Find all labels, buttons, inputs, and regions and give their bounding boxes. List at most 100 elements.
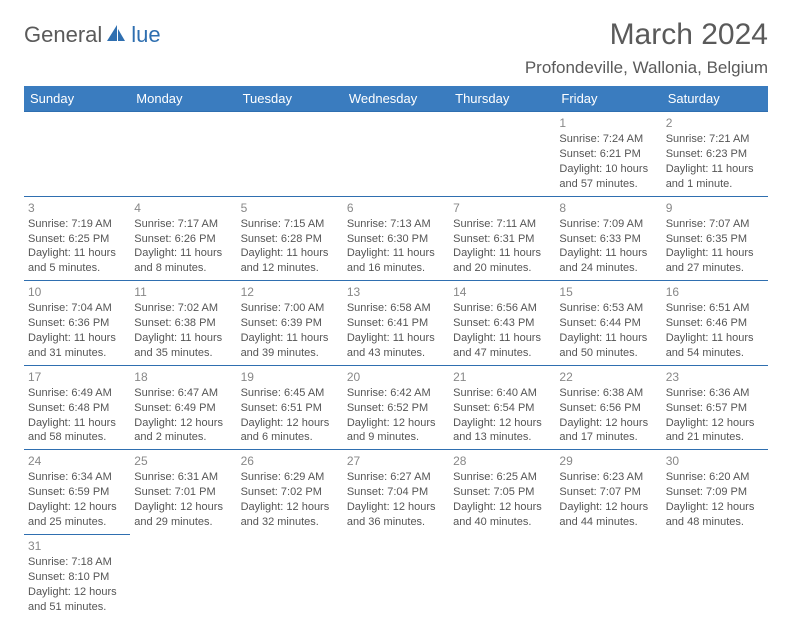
day-info-line: Daylight: 12 hours	[453, 500, 551, 515]
day-info-line: Sunrise: 6:29 AM	[241, 470, 339, 485]
day-info-line: Sunset: 6:25 PM	[28, 232, 126, 247]
day-info-line: Sunrise: 6:27 AM	[347, 470, 445, 485]
day-info-line: Daylight: 12 hours	[241, 500, 339, 515]
day-info-line: and 43 minutes.	[347, 346, 445, 361]
day-info-line: Sunset: 6:44 PM	[559, 316, 657, 331]
day-info-line: Sunset: 7:05 PM	[453, 485, 551, 500]
weekday-header: Thursday	[449, 86, 555, 112]
day-info-line: Sunrise: 7:04 AM	[28, 301, 126, 316]
day-info-line: Sunrise: 6:51 AM	[666, 301, 764, 316]
day-number: 2	[666, 115, 764, 131]
calendar-day-cell: 27Sunrise: 6:27 AMSunset: 7:04 PMDayligh…	[343, 450, 449, 535]
day-info-line: Daylight: 11 hours	[28, 331, 126, 346]
day-info-line: and 39 minutes.	[241, 346, 339, 361]
weekday-header: Friday	[555, 86, 661, 112]
calendar-day-cell: 24Sunrise: 6:34 AMSunset: 6:59 PMDayligh…	[24, 450, 130, 535]
calendar-day-cell: 5Sunrise: 7:15 AMSunset: 6:28 PMDaylight…	[237, 196, 343, 281]
day-info-line: and 21 minutes.	[666, 430, 764, 445]
day-info-line: Daylight: 11 hours	[134, 331, 232, 346]
day-info-line: and 29 minutes.	[134, 515, 232, 530]
day-info-line: Daylight: 10 hours	[559, 162, 657, 177]
calendar-day-cell: 10Sunrise: 7:04 AMSunset: 6:36 PMDayligh…	[24, 281, 130, 366]
calendar-day-cell: 13Sunrise: 6:58 AMSunset: 6:41 PMDayligh…	[343, 281, 449, 366]
day-info-line: Sunrise: 6:25 AM	[453, 470, 551, 485]
day-number: 26	[241, 453, 339, 469]
day-info-line: Daylight: 11 hours	[666, 246, 764, 261]
day-info-line: Sunrise: 6:31 AM	[134, 470, 232, 485]
day-info-line: Sunrise: 7:18 AM	[28, 555, 126, 570]
day-info-line: Sunset: 6:28 PM	[241, 232, 339, 247]
day-info-line: Sunrise: 6:42 AM	[347, 386, 445, 401]
day-info-line: Daylight: 11 hours	[666, 331, 764, 346]
day-info-line: and 2 minutes.	[134, 430, 232, 445]
day-number: 6	[347, 200, 445, 216]
day-info-line: Sunset: 6:33 PM	[559, 232, 657, 247]
day-info-line: and 51 minutes.	[28, 600, 126, 615]
day-info-line: Daylight: 12 hours	[347, 500, 445, 515]
day-number: 30	[666, 453, 764, 469]
day-number: 9	[666, 200, 764, 216]
day-info-line: Daylight: 11 hours	[28, 416, 126, 431]
day-info-line: Sunset: 6:59 PM	[28, 485, 126, 500]
day-info-line: Daylight: 12 hours	[559, 500, 657, 515]
day-info-line: Sunset: 6:46 PM	[666, 316, 764, 331]
day-number: 19	[241, 369, 339, 385]
day-info-line: and 16 minutes.	[347, 261, 445, 276]
day-number: 13	[347, 284, 445, 300]
calendar-day-cell	[343, 112, 449, 197]
day-info-line: and 44 minutes.	[559, 515, 657, 530]
day-number: 3	[28, 200, 126, 216]
weekday-header: Saturday	[662, 86, 768, 112]
day-info-line: Daylight: 12 hours	[666, 416, 764, 431]
calendar-day-cell: 17Sunrise: 6:49 AMSunset: 6:48 PMDayligh…	[24, 365, 130, 450]
day-info-line: Sunrise: 6:34 AM	[28, 470, 126, 485]
day-info-line: Sunset: 6:57 PM	[666, 401, 764, 416]
day-info-line: and 17 minutes.	[559, 430, 657, 445]
header: General lue March 2024 Profondeville, Wa…	[24, 18, 768, 78]
day-info-line: Daylight: 11 hours	[559, 246, 657, 261]
title-block: March 2024 Profondeville, Wallonia, Belg…	[525, 18, 768, 78]
calendar-day-cell	[555, 534, 661, 618]
day-info-line: and 1 minute.	[666, 177, 764, 192]
calendar-day-cell: 3Sunrise: 7:19 AMSunset: 6:25 PMDaylight…	[24, 196, 130, 281]
day-number: 24	[28, 453, 126, 469]
day-number: 22	[559, 369, 657, 385]
day-info-line: Sunrise: 6:38 AM	[559, 386, 657, 401]
day-info-line: and 13 minutes.	[453, 430, 551, 445]
day-info-line: Sunset: 6:26 PM	[134, 232, 232, 247]
day-info-line: and 25 minutes.	[28, 515, 126, 530]
calendar-day-cell: 11Sunrise: 7:02 AMSunset: 6:38 PMDayligh…	[130, 281, 236, 366]
day-info-line: Daylight: 11 hours	[241, 331, 339, 346]
day-info-line: Sunrise: 7:11 AM	[453, 217, 551, 232]
day-info-line: Sunrise: 7:07 AM	[666, 217, 764, 232]
day-info-line: and 6 minutes.	[241, 430, 339, 445]
day-info-line: Daylight: 11 hours	[134, 246, 232, 261]
calendar-day-cell	[449, 534, 555, 618]
day-number: 31	[28, 538, 126, 554]
day-info-line: and 8 minutes.	[134, 261, 232, 276]
day-number: 18	[134, 369, 232, 385]
calendar-day-cell: 15Sunrise: 6:53 AMSunset: 6:44 PMDayligh…	[555, 281, 661, 366]
calendar-day-cell: 4Sunrise: 7:17 AMSunset: 6:26 PMDaylight…	[130, 196, 236, 281]
calendar-week-row: 10Sunrise: 7:04 AMSunset: 6:36 PMDayligh…	[24, 281, 768, 366]
calendar-day-cell: 26Sunrise: 6:29 AMSunset: 7:02 PMDayligh…	[237, 450, 343, 535]
day-info-line: Sunset: 6:30 PM	[347, 232, 445, 247]
day-number: 12	[241, 284, 339, 300]
logo: General lue	[24, 22, 161, 48]
day-info-line: Sunrise: 6:47 AM	[134, 386, 232, 401]
weekday-header-row: SundayMondayTuesdayWednesdayThursdayFrid…	[24, 86, 768, 112]
day-info-line: Sunset: 6:43 PM	[453, 316, 551, 331]
day-info-line: Daylight: 12 hours	[347, 416, 445, 431]
day-info-line: and 20 minutes.	[453, 261, 551, 276]
day-info-line: and 27 minutes.	[666, 261, 764, 276]
day-info-line: and 58 minutes.	[28, 430, 126, 445]
day-info-line: Sunset: 6:36 PM	[28, 316, 126, 331]
day-info-line: and 9 minutes.	[347, 430, 445, 445]
day-info-line: and 5 minutes.	[28, 261, 126, 276]
day-info-line: Daylight: 11 hours	[347, 331, 445, 346]
calendar-day-cell: 14Sunrise: 6:56 AMSunset: 6:43 PMDayligh…	[449, 281, 555, 366]
day-info-line: Sunrise: 6:36 AM	[666, 386, 764, 401]
calendar-day-cell: 6Sunrise: 7:13 AMSunset: 6:30 PMDaylight…	[343, 196, 449, 281]
day-info-line: and 48 minutes.	[666, 515, 764, 530]
day-info-line: Sunrise: 7:09 AM	[559, 217, 657, 232]
